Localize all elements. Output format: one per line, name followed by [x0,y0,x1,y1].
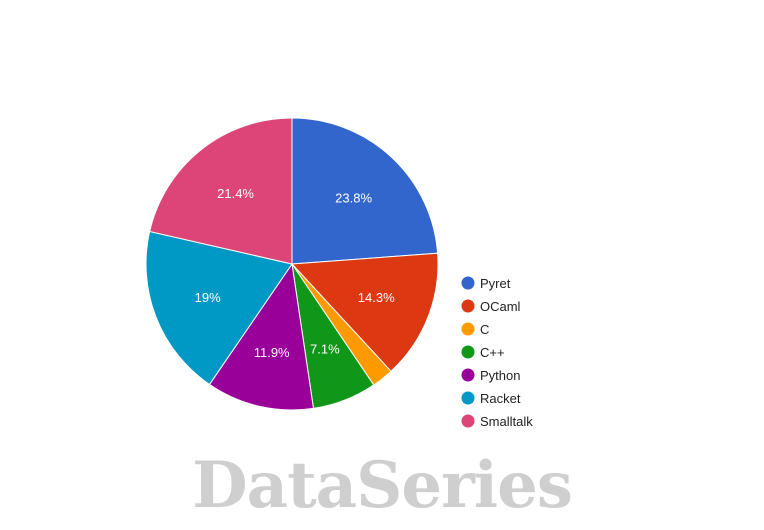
watermark: DataSeries [192,448,573,523]
slice-label: 19% [195,290,221,305]
legend-marker [461,368,475,382]
slice-label: 11.9% [254,345,290,360]
slice-label: 23.8% [335,191,372,206]
pie-slice-ocaml [290,252,439,372]
slice-label: 21.4% [217,186,254,201]
slice-label: 7.1% [310,341,340,356]
legend-marker [461,414,475,428]
legend-label: Racket [480,391,521,406]
legend-marker [461,345,475,359]
legend-label: Python [480,368,520,383]
pie-slice-labels: 23.8% 14.3% 7.1% 11.9% 19% 21.4% [195,186,395,360]
legend-marker [461,391,475,405]
pie-slice-racket [145,230,293,386]
pie-slice-python [208,262,315,411]
legend-label: C++ [480,345,505,360]
pie-slice-pyret [291,117,439,265]
legend-marker [461,299,475,313]
legend-label: OCaml [480,299,521,314]
pie-slice-smalltalk [149,117,293,265]
pie-slices [145,117,439,411]
legend-label: Pyret [480,276,511,291]
legend-marker [461,276,475,290]
legend-label: Smalltalk [480,414,533,429]
slice-label: 14.3% [358,290,395,305]
legend-label: C [480,322,489,337]
legend-marker [461,322,475,336]
legend: Pyret OCaml C C++ Python Racket Smalltalk [461,276,533,429]
